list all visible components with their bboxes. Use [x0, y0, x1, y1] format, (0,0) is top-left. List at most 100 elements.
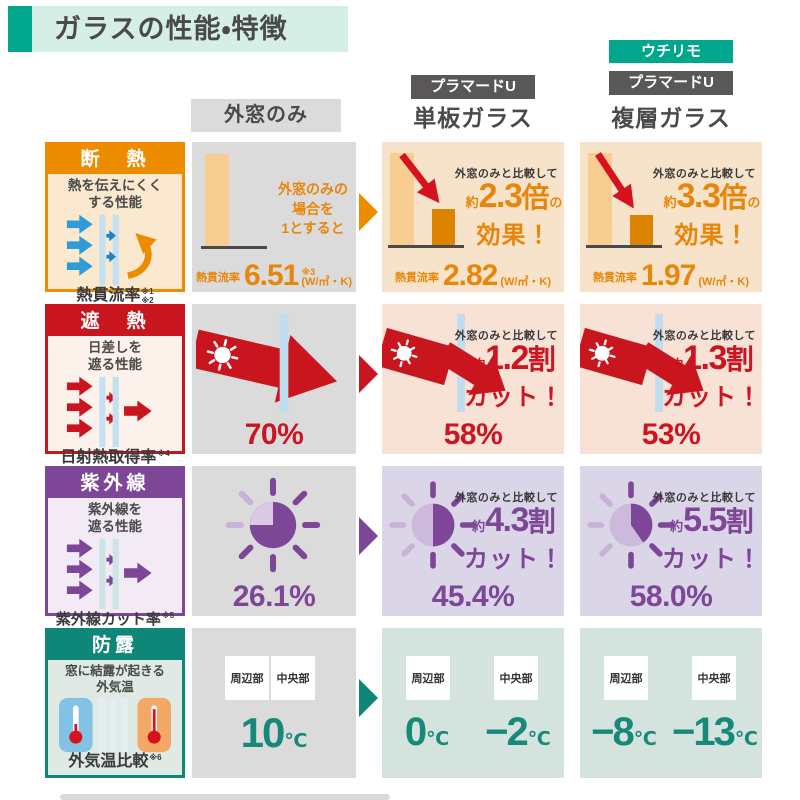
page-title: ガラスの性能・特徴: [32, 6, 348, 52]
condensation-single-panel: 周辺部 中央部 0 ℃ −2 ℃: [382, 628, 564, 778]
cut-factor: 約1.2割: [472, 339, 556, 377]
uv-metric: 紫外線カット率 ※5: [55, 610, 175, 628]
flow-arrow-icon: [359, 355, 378, 393]
sun-ray-arrow-icon: [196, 313, 337, 413]
u-value-single: 熱貫流率 2.82 (W/㎡・K): [394, 258, 552, 292]
brand-badge-plamade-single: プラマードU: [411, 75, 535, 99]
effect-label: 効果！: [674, 222, 750, 249]
compare-note: 外窓のみと比較して: [652, 492, 756, 504]
sun-ray-cut-arrow-icon: [580, 313, 704, 413]
uv-through-glass-icon: [48, 536, 182, 612]
shading-double-panel: 外窓のみと比較して 約1.3割 カット！ 53%: [580, 304, 762, 454]
uv-single-panel: 外窓のみと比較して 約4.3割 カット！ 45.4%: [382, 466, 564, 616]
edge-area-label: 周辺部: [604, 656, 648, 700]
cut-label: カット！: [662, 546, 762, 573]
condensation-desc: 窓に結露が起きる 外気温: [65, 664, 165, 694]
center-area-label: 中央部: [494, 656, 538, 700]
effect-factor: 約2.3倍の: [465, 177, 563, 215]
cut-label: カット！: [464, 546, 564, 573]
center-area-label: 中央部: [692, 656, 736, 700]
flow-arrow-icon: [359, 193, 378, 231]
decrease-arrow-icon: [399, 152, 440, 204]
condensation-metric: 外気温比較 ※6: [68, 753, 162, 770]
insulation-outer-panel: 外窓のみの 場合を 1とすると 熱貫流率 6.51 ※3 (W/㎡・K): [192, 142, 356, 292]
temp-double-center: −13 ℃: [672, 710, 758, 754]
row-label-insulation: 断 熱 熱を伝えにくく する性能: [45, 142, 185, 305]
row-insulation: 断 熱 熱を伝えにくく する性能: [0, 142, 800, 305]
heat-flow-through-glass-icon: [48, 212, 182, 288]
cropped-footnote-strip: [60, 794, 390, 800]
brand-badge-plamade-double: プラマードU: [609, 71, 733, 95]
row-label-shading: 遮 熱 日差しを 遮る性能 日射熱取得率: [45, 304, 185, 465]
flow-arrow-icon: [359, 679, 378, 717]
uv-header: 紫外線: [48, 469, 182, 498]
sun-pie-icon: [389, 481, 477, 569]
shading-outer-panel: 70%: [192, 304, 356, 454]
temp-outer: 10 ℃: [240, 709, 308, 756]
shading-metric-notes: ※4: [157, 448, 170, 458]
temp-single-center: −2 ℃: [485, 710, 551, 754]
sun-pie-icon: [587, 481, 675, 569]
uv-double-panel: 外窓のみと比較して 約5.5割 カット！ 58.0%: [580, 466, 762, 616]
condensation-metric-notes: ※6: [149, 753, 162, 762]
uv-cut-double: 58.0%: [629, 580, 713, 613]
uv-cut-outer: 26.1%: [232, 580, 316, 613]
row-label-uv: 紫外線 紫外線を 遮る性能 紫外線カット率: [45, 466, 185, 627]
compare-note: 外窓のみと比較して: [652, 168, 756, 180]
effect-factor: 約3.3倍の: [663, 177, 761, 215]
baseline-bar-chart: [205, 154, 229, 246]
brand-badge-uchirimo: ウチリモ: [609, 40, 733, 63]
solar-gain-double: 53%: [641, 418, 701, 451]
condensation-outer-panel: 周辺部 中央部 10 ℃: [192, 628, 356, 778]
condensation-header: 防露: [48, 631, 182, 660]
sun-pie-icon: [225, 477, 321, 573]
sunlight-through-glass-icon: [48, 374, 182, 450]
u-value-double: 熱貫流率 1.97 (W/㎡・K): [592, 258, 750, 292]
cut-label: カット！: [662, 384, 762, 411]
cut-factor: 約4.3割: [472, 501, 556, 539]
effect-label: 効果！: [476, 222, 552, 249]
row-label-condensation: 防露 窓に結露が起きる 外気温 外気温比較: [45, 628, 185, 778]
shading-single-panel: 外窓のみと比較して 約1.2割 カット！ 58%: [382, 304, 564, 454]
decrease-arrow-icon: [595, 152, 634, 209]
compare-note: 外窓のみと比較して: [454, 492, 558, 504]
cut-factor: 約1.3割: [670, 339, 754, 377]
flow-arrow-icon: [359, 517, 378, 555]
insulation-single-panel: 外窓のみと比較して 約2.3倍の 効果！ 熱貫流率 2.82 (W/㎡・K): [382, 142, 564, 292]
temp-single-edge: 0 ℃: [404, 710, 450, 754]
chart-baseline: [201, 246, 267, 249]
condensation-double-panel: 周辺部 中央部 −8 ℃ −13 ℃: [580, 628, 762, 778]
row-condensation: 防露 窓に結露が起きる 外気温 外気温比較: [0, 628, 800, 778]
uv-metric-notes: ※5: [161, 610, 175, 620]
insulation-header: 断 熱: [48, 145, 182, 174]
shading-desc: 日差しを 遮る性能: [88, 340, 142, 373]
cut-factor: 約5.5割: [670, 501, 754, 539]
uv-cut-single: 45.4%: [431, 580, 515, 613]
column-header-double-glass: 複層ガラス: [611, 105, 731, 131]
insulation-double-panel: 外窓のみと比較して 約3.3倍の 効果！ 熱貫流率 1.97 (W/㎡・K): [580, 142, 762, 292]
title-accent-block: [8, 6, 32, 52]
insulation-metric: 熱貫流率 ※1 ※2: [76, 286, 154, 305]
solar-gain-outer: 70%: [244, 418, 304, 451]
thermometers-glass-icon: [48, 695, 182, 754]
shading-header: 遮 熱: [48, 307, 182, 336]
center-area-label: 中央部: [271, 656, 315, 700]
u-value-outer: 熱貫流率 6.51 ※3 (W/㎡・K): [195, 258, 353, 292]
uv-outer-panel: 26.1%: [192, 466, 356, 616]
row-uv: 紫外線 紫外線を 遮る性能 紫外線カット率: [0, 466, 800, 627]
temp-double-edge: −8 ℃: [591, 710, 657, 754]
uv-desc: 紫外線を 遮る性能: [88, 502, 142, 535]
compare-note: 外窓のみと比較して: [454, 168, 558, 180]
column-header-single-glass: 単板ガラス: [413, 105, 533, 131]
sun-ray-cut-arrow-icon: [382, 313, 506, 413]
edge-area-label: 周辺部: [225, 656, 269, 700]
comparison-bar-chart: [388, 150, 472, 250]
edge-area-label: 周辺部: [406, 656, 450, 700]
solar-gain-single: 58%: [443, 418, 503, 451]
insulation-desc: 熱を伝えにくく する性能: [67, 178, 163, 211]
baseline-note: 外窓のみの 場合を 1とすると: [278, 181, 348, 237]
compare-note: 外窓のみと比較して: [652, 330, 756, 342]
comparison-bar-chart: [586, 150, 670, 250]
insulation-metric-notes: ※1 ※2: [141, 286, 154, 305]
